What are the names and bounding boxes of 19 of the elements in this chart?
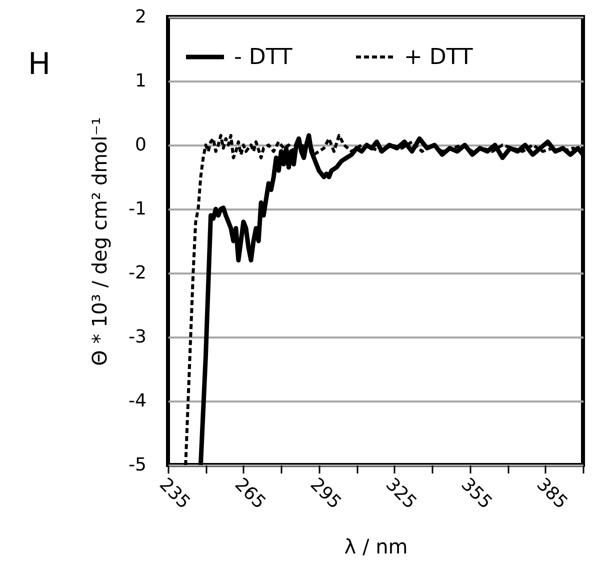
text: H <box>28 47 51 82</box>
legend-label: + DTT <box>404 45 474 70</box>
x-axis-title: λ / nm <box>344 534 408 559</box>
x-tick-label: 235 <box>155 474 194 514</box>
y-tick-label: -5 <box>128 454 146 476</box>
x-tick-label: 385 <box>532 474 572 514</box>
x-tick-label: 355 <box>456 474 496 514</box>
x-tick-label: 325 <box>381 474 421 514</box>
legend-label: - DTT <box>234 45 293 70</box>
y-tick-label: 1 <box>135 70 146 92</box>
y-tick-label: -4 <box>128 390 146 412</box>
y-tick-label: -3 <box>128 326 146 348</box>
y-tick-label: 2 <box>135 6 146 28</box>
x-tick-label: 295 <box>306 474 346 514</box>
x-tick-label: 265 <box>230 474 270 514</box>
y-tick-label: -1 <box>128 198 146 220</box>
y-axis-title: Θ * 10³ / deg cm² dmol⁻¹ <box>88 117 112 366</box>
y-tick-label: 0 <box>135 134 146 156</box>
y-tick-label: -2 <box>128 262 146 284</box>
